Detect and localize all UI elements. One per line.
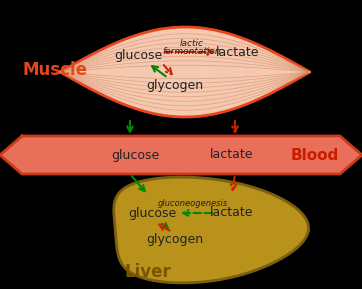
Text: glucose: glucose (128, 207, 176, 220)
Text: lactate: lactate (210, 149, 254, 162)
Text: glycogen: glycogen (147, 79, 203, 92)
Text: lactate: lactate (210, 207, 254, 220)
Polygon shape (60, 27, 310, 117)
Text: lactic: lactic (180, 40, 204, 49)
Text: Muscle: Muscle (22, 61, 87, 79)
Text: glucose: glucose (114, 49, 162, 62)
Text: fermentation: fermentation (163, 47, 221, 55)
Text: Blood: Blood (291, 147, 339, 162)
Polygon shape (114, 177, 308, 283)
Text: lactate: lactate (216, 45, 260, 58)
Text: gluconeogenesis: gluconeogenesis (158, 199, 228, 208)
Text: glycogen: glycogen (147, 234, 203, 247)
Text: Liver: Liver (125, 263, 171, 281)
Text: glucose: glucose (111, 149, 159, 162)
Polygon shape (0, 136, 362, 174)
